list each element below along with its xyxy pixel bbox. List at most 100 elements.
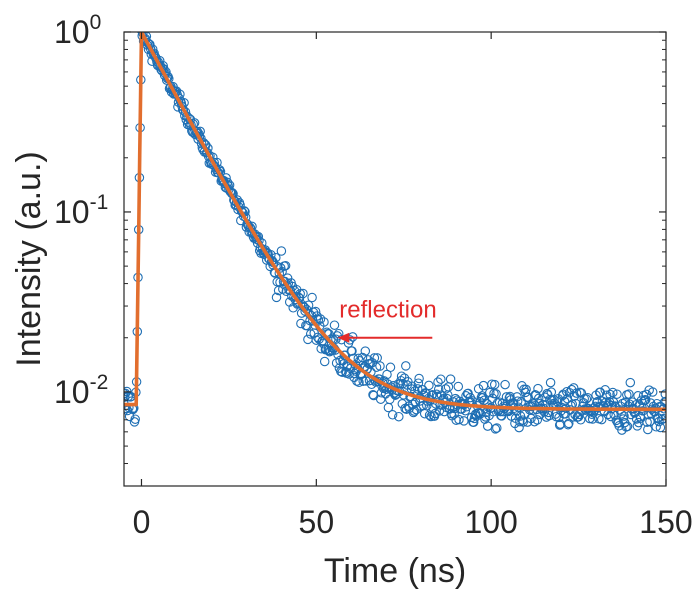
x-axis-label: Time (ns) (324, 552, 466, 590)
data-point (312, 311, 322, 321)
data-point (619, 411, 629, 421)
reflection-label: reflection (339, 297, 436, 324)
data-point (307, 292, 317, 303)
data-point (531, 390, 541, 400)
y-axis: 100 10-1 10-2 (54, 11, 666, 487)
reflection-arrow-head (337, 332, 350, 343)
data-point (533, 383, 543, 394)
data-point (575, 415, 586, 425)
data-point (124, 388, 131, 399)
data-point (319, 317, 329, 327)
data-point (459, 416, 469, 426)
data-point (372, 353, 382, 363)
data-point (361, 376, 371, 386)
data-point (581, 394, 592, 404)
data-point (624, 389, 634, 399)
data-point (640, 395, 651, 405)
data-point (302, 321, 312, 331)
data-point (369, 353, 380, 363)
data-point (375, 394, 386, 404)
data-point (518, 417, 529, 427)
data-point (360, 346, 371, 356)
data-point (647, 387, 658, 397)
data-point (310, 320, 320, 330)
data-point (296, 318, 306, 329)
data-point (582, 392, 593, 403)
data-point (522, 417, 533, 427)
data-point (490, 424, 501, 434)
data-point (454, 414, 464, 425)
data-point (329, 320, 340, 330)
data-point (238, 211, 249, 222)
data-point (529, 416, 540, 427)
data-point (625, 377, 636, 388)
data-point (544, 410, 554, 421)
data-point (651, 422, 661, 432)
data-point (407, 381, 417, 391)
data-point (645, 416, 655, 427)
data-point (660, 389, 666, 399)
data-point (532, 415, 543, 425)
data-point (298, 288, 308, 299)
data-point (576, 388, 587, 398)
data-point (387, 410, 398, 420)
data-point (357, 352, 368, 363)
data-point (409, 406, 419, 416)
data-point (571, 388, 582, 398)
data-point (130, 414, 140, 424)
data-point (436, 374, 446, 384)
data-point (595, 387, 606, 398)
data-point (461, 391, 471, 401)
data-point (601, 390, 612, 400)
y-axis-label: Intensity (a.u.) (10, 151, 48, 366)
data-point (411, 404, 422, 415)
data-point (445, 374, 456, 384)
annotations: reflection (337, 297, 437, 343)
data-point (545, 377, 556, 388)
data-point (492, 423, 502, 433)
fit-curve (124, 32, 666, 412)
data-point (542, 388, 552, 399)
data-point (564, 418, 574, 429)
data-point (658, 413, 666, 424)
data-point (563, 419, 573, 430)
data-point (124, 392, 130, 402)
y-tick-label: 100 (54, 11, 101, 50)
data-point (385, 362, 396, 373)
data-point (375, 361, 385, 371)
x-tick-label: 150 (639, 504, 692, 540)
data-point (622, 421, 633, 432)
x-tick-label: 50 (299, 504, 335, 540)
data-point (317, 336, 327, 347)
data-point (449, 409, 459, 419)
data-point (340, 350, 350, 361)
data-point (422, 400, 432, 411)
data-point (271, 252, 281, 263)
data-point (394, 411, 404, 422)
data-point (608, 397, 619, 407)
data-point (353, 353, 364, 364)
data-point (319, 356, 330, 367)
data-point (500, 379, 510, 390)
data-point (280, 260, 291, 271)
data-point (358, 376, 368, 386)
data-point (271, 292, 282, 303)
data-point (639, 395, 650, 406)
data-point (433, 377, 443, 387)
data-point (412, 384, 423, 394)
data-point (414, 373, 424, 384)
data-point (453, 381, 464, 392)
data-point (433, 384, 444, 395)
data-point (318, 338, 329, 349)
data-point (424, 380, 434, 391)
data-point (202, 147, 212, 158)
data-point (315, 314, 326, 324)
data-point (491, 389, 501, 399)
data-point (401, 361, 411, 371)
x-axis: 0 50 100 150 (133, 32, 693, 540)
data-point (354, 377, 364, 388)
data-point (440, 384, 451, 394)
data-point (587, 414, 598, 424)
y-tick-label: 10-1 (54, 191, 108, 230)
